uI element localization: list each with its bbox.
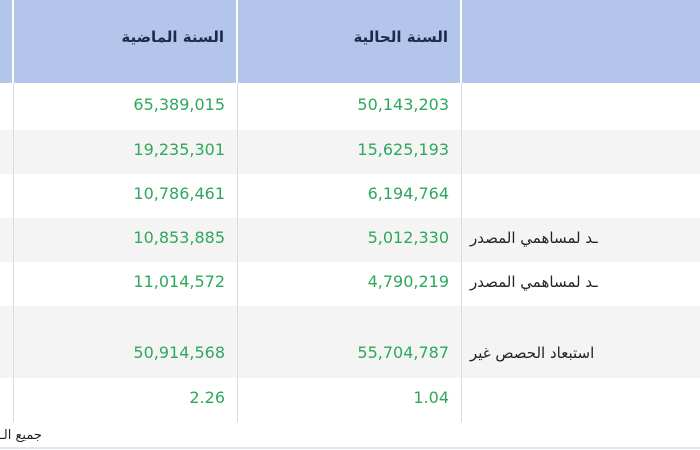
current-year-value: 55,704,787 (357, 343, 449, 362)
clipped-cell (0, 378, 14, 422)
last-year-cell: 19,235,301 (14, 130, 238, 174)
current-year-value: 6,194,764 (367, 184, 449, 203)
current-year-value: 15,625,193 (357, 140, 449, 159)
table-row: 11,014,572 4,790,219 ـد لمساهمي المصدر (0, 262, 700, 306)
last-year-cell: 65,389,015 (14, 83, 238, 130)
table-header: السنة الماضية السنة الحالية (0, 0, 700, 83)
current-year-cell: 55,704,787 (238, 306, 462, 378)
divider (0, 447, 700, 449)
row-label: ـد لمساهمي المصدر (470, 273, 598, 291)
current-year-value: 5,012,330 (367, 228, 449, 247)
last-year-cell: 10,786,461 (14, 174, 238, 218)
header-label (462, 0, 700, 83)
header-current-year: السنة الحالية (238, 0, 462, 83)
clipped-cell (0, 83, 14, 130)
last-year-value: 65,389,015 (133, 95, 225, 114)
last-year-value: 10,786,461 (133, 184, 225, 203)
row-label: استبعاد الحصص غير (470, 344, 595, 362)
footer-note: جميع الـ (0, 428, 42, 443)
last-year-cell: 11,014,572 (14, 262, 238, 306)
last-year-value: 11,014,572 (133, 272, 225, 291)
clipped-cell (0, 262, 14, 306)
last-year-cell: 2.26 (14, 378, 238, 422)
clipped-cell (0, 218, 14, 262)
current-year-cell: 5,012,330 (238, 218, 462, 262)
label-cell (462, 83, 700, 130)
clipped-cell (0, 130, 14, 174)
table-row: 65,389,015 50,143,203 (0, 83, 700, 130)
clipped-cell (0, 306, 14, 378)
row-label: ـد لمساهمي المصدر (470, 229, 598, 247)
header-cell-clipped (0, 0, 14, 83)
label-cell: استبعاد الحصص غير (462, 306, 700, 378)
label-cell (462, 130, 700, 174)
last-year-cell: 50,914,568 (14, 306, 238, 378)
label-cell: ـد لمساهمي المصدر (462, 218, 700, 262)
last-year-value: 10,853,885 (133, 228, 225, 247)
current-year-cell: 15,625,193 (238, 130, 462, 174)
table-row: 10,786,461 6,194,764 (0, 174, 700, 218)
label-cell: ـد لمساهمي المصدر (462, 262, 700, 306)
current-year-value: 1.04 (413, 388, 449, 407)
table-row: 2.26 1.04 (0, 378, 700, 422)
current-year-cell: 50,143,203 (238, 83, 462, 130)
clipped-cell (0, 174, 14, 218)
last-year-value: 2.26 (189, 388, 225, 407)
last-year-cell: 10,853,885 (14, 218, 238, 262)
last-year-value: 19,235,301 (133, 140, 225, 159)
current-year-value: 4,790,219 (367, 272, 449, 291)
current-year-cell: 6,194,764 (238, 174, 462, 218)
label-cell (462, 378, 700, 422)
last-year-value: 50,914,568 (133, 343, 225, 362)
current-year-cell: 1.04 (238, 378, 462, 422)
current-year-cell: 4,790,219 (238, 262, 462, 306)
table-row: 10,853,885 5,012,330 ـد لمساهمي المصدر (0, 218, 700, 262)
table-row: 19,235,301 15,625,193 (0, 130, 700, 174)
table-row: 50,914,568 55,704,787 استبعاد الحصص غير (0, 306, 700, 378)
label-cell (462, 174, 700, 218)
current-year-value: 50,143,203 (357, 95, 449, 114)
header-last-year: السنة الماضية (14, 0, 238, 83)
